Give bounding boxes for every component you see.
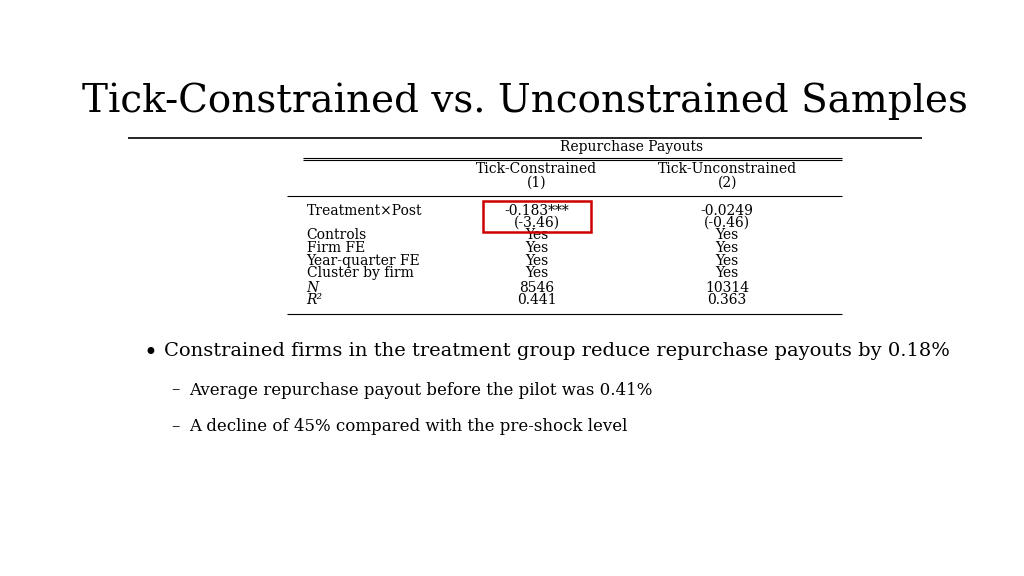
Text: 0.441: 0.441: [517, 293, 556, 308]
Text: •: •: [143, 343, 158, 366]
Text: Controls: Controls: [306, 228, 367, 242]
Text: Average repurchase payout before the pilot was 0.41%: Average repurchase payout before the pil…: [189, 381, 652, 399]
Text: Yes: Yes: [716, 266, 738, 281]
Text: Repurchase Payouts: Repurchase Payouts: [560, 140, 703, 154]
Text: -0.183***: -0.183***: [505, 204, 569, 218]
Text: N: N: [306, 281, 318, 295]
Text: Yes: Yes: [525, 228, 548, 242]
Text: (-0.46): (-0.46): [705, 215, 751, 229]
Text: Yes: Yes: [525, 241, 548, 255]
Text: Firm FE: Firm FE: [306, 241, 365, 255]
Text: Tick-Constrained: Tick-Constrained: [476, 162, 597, 176]
Text: –: –: [172, 418, 180, 435]
Text: Yes: Yes: [525, 253, 548, 268]
Text: 0.363: 0.363: [708, 293, 746, 308]
Text: Tick-Unconstrained: Tick-Unconstrained: [657, 162, 797, 176]
Text: Yes: Yes: [716, 253, 738, 268]
Text: (-3.46): (-3.46): [514, 215, 560, 229]
Text: Tick-Constrained vs. Unconstrained Samples: Tick-Constrained vs. Unconstrained Sampl…: [82, 82, 968, 120]
Text: Cluster by firm: Cluster by firm: [306, 266, 414, 281]
Text: A decline of 45% compared with the pre-shock level: A decline of 45% compared with the pre-s…: [189, 418, 628, 435]
Text: R²: R²: [306, 293, 323, 308]
Text: Yes: Yes: [716, 241, 738, 255]
Text: -0.0249: -0.0249: [700, 204, 754, 218]
Text: 10314: 10314: [706, 281, 750, 295]
Text: Yes: Yes: [716, 228, 738, 242]
Text: Year-quarter FE: Year-quarter FE: [306, 253, 420, 268]
Text: 8546: 8546: [519, 281, 554, 295]
Text: Treatment×Post: Treatment×Post: [306, 204, 422, 218]
Text: (2): (2): [718, 176, 737, 190]
Text: –: –: [172, 381, 180, 399]
Text: (1): (1): [527, 176, 547, 190]
Text: Constrained firms in the treatment group reduce repurchase payouts by 0.18%: Constrained firms in the treatment group…: [164, 343, 949, 361]
Bar: [482, 201, 591, 232]
Text: Yes: Yes: [525, 266, 548, 281]
